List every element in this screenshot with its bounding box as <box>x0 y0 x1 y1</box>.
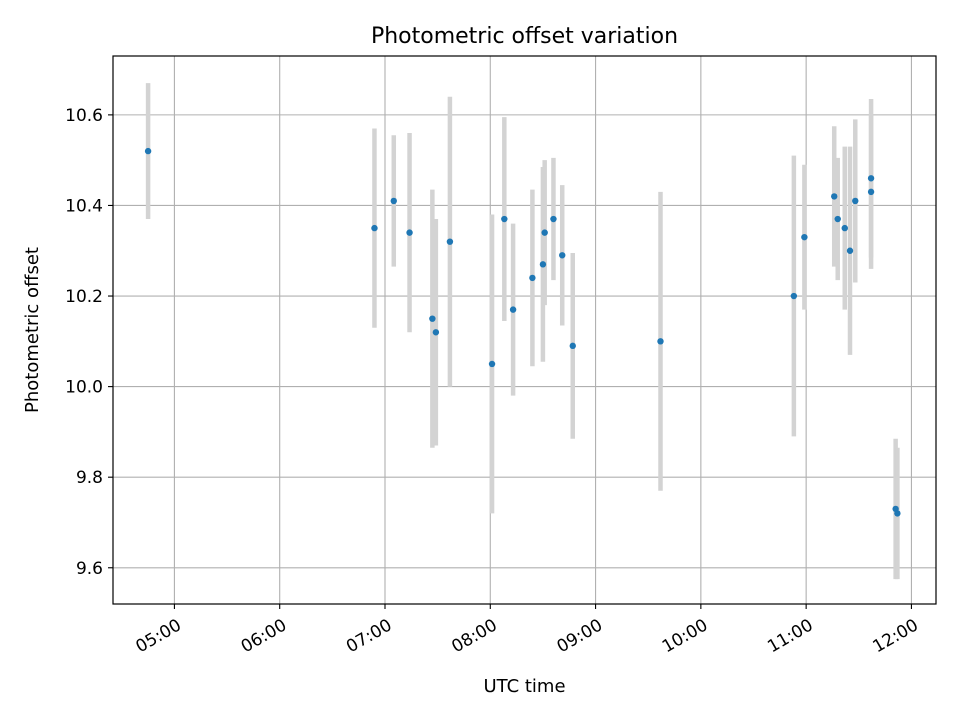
data-point <box>429 315 436 322</box>
data-point <box>790 292 798 300</box>
data-point <box>371 224 378 232</box>
data-point <box>559 252 566 259</box>
data-point <box>390 197 397 205</box>
data-point <box>501 215 508 223</box>
data-point <box>841 224 848 232</box>
y-axis-ticks: 9.6 9.8 10.0 10.2 10.4 10.6 <box>65 106 113 579</box>
data-point <box>509 306 517 313</box>
data-point <box>539 261 547 268</box>
y-axis-label: Photometric offset <box>22 247 43 413</box>
y-tick-label: 10.2 <box>65 287 103 307</box>
data-points <box>144 147 901 517</box>
y-tick-label: 10.0 <box>65 378 103 398</box>
data-point <box>569 342 576 350</box>
data-point <box>852 197 859 205</box>
data-point <box>657 338 664 345</box>
data-point <box>406 229 413 236</box>
y-tick-label: 9.6 <box>76 559 103 579</box>
y-tick-label: 9.8 <box>76 468 103 488</box>
data-point <box>488 360 496 368</box>
data-point <box>541 229 548 236</box>
data-point <box>144 147 152 155</box>
y-tick-label: 10.4 <box>65 196 103 216</box>
data-point <box>894 510 901 517</box>
data-point <box>834 215 841 223</box>
data-point <box>432 329 440 336</box>
x-axis-label: UTC time <box>483 676 565 697</box>
data-point <box>867 188 875 196</box>
data-point <box>529 274 536 282</box>
data-point <box>831 193 838 200</box>
data-point <box>846 247 854 254</box>
data-point <box>801 233 808 241</box>
data-point <box>550 215 557 223</box>
data-point <box>446 238 454 245</box>
plot-area-frame <box>112 55 937 605</box>
grid-lines <box>113 56 936 604</box>
y-tick-label: 10.6 <box>65 106 103 126</box>
data-point <box>867 175 875 182</box>
chart-title: Photometric offset variation <box>371 24 678 49</box>
